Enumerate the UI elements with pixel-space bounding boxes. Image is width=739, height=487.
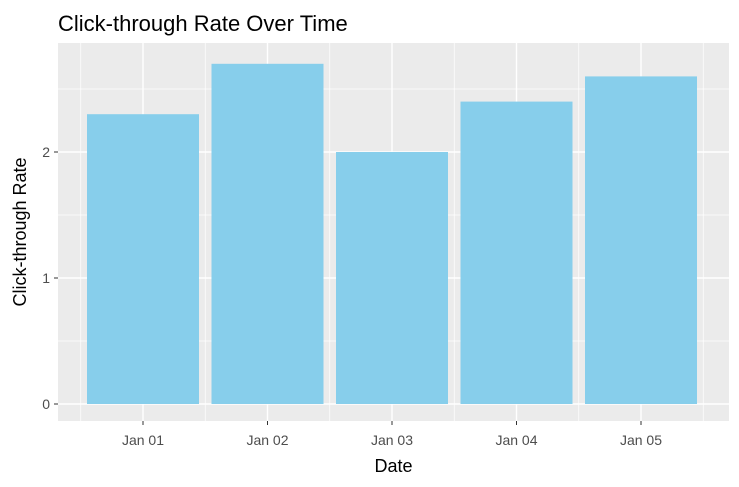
bar-jan-03	[336, 152, 448, 404]
x-tick-label: Jan 03	[371, 432, 413, 448]
y-tick-label: 0	[42, 396, 50, 412]
x-tick-label: Jan 01	[122, 432, 164, 448]
y-tick-label: 2	[42, 144, 50, 160]
bar-jan-01	[87, 114, 199, 404]
bars-group	[87, 63, 697, 405]
x-axis-ticks: Jan 01 Jan 02 Jan 03 Jan 04 Jan 05	[122, 421, 662, 448]
x-tick-label: Jan 04	[495, 432, 537, 448]
x-tick-label: Jan 02	[246, 432, 288, 448]
bar-jan-04	[460, 101, 573, 404]
x-axis-title: Date	[374, 456, 412, 476]
y-tick-label: 1	[42, 270, 50, 286]
y-axis-ticks: 0 1 2	[42, 144, 58, 412]
chart-title: Click-through Rate Over Time	[58, 11, 348, 36]
bar-jan-02	[211, 63, 324, 405]
bar-jan-05	[585, 76, 697, 405]
x-tick-label: Jan 05	[620, 432, 662, 448]
y-axis-title: Click-through Rate	[10, 157, 30, 306]
